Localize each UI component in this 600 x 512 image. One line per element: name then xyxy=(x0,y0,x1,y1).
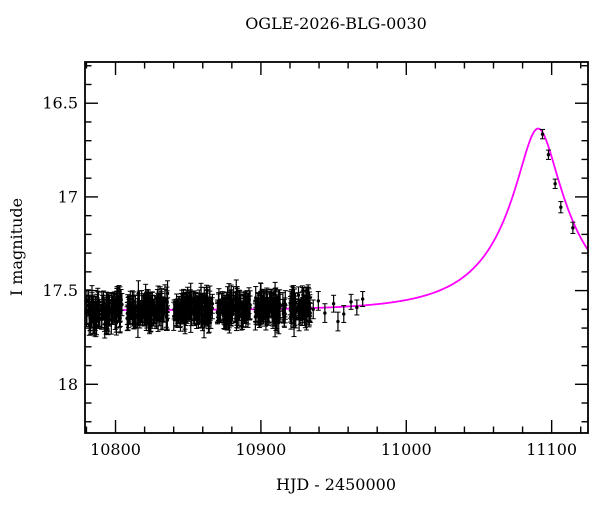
x-tick-label: 10800 xyxy=(90,440,141,459)
data-point xyxy=(253,300,259,323)
axis-ticks xyxy=(85,62,588,433)
data-point xyxy=(102,307,108,325)
data-point xyxy=(112,301,118,324)
data-point xyxy=(238,302,244,331)
data-point xyxy=(176,296,182,315)
axis-tick-labels: 10800 10900 11000 11100 16.5 17 17.5 18 xyxy=(42,94,577,459)
data-point xyxy=(86,313,92,336)
y-tick-label: 17.5 xyxy=(42,281,78,300)
data-point xyxy=(570,221,576,234)
data-point xyxy=(281,302,287,328)
data-point xyxy=(300,289,306,319)
data-point xyxy=(217,303,223,324)
x-tick-label: 11100 xyxy=(526,440,577,459)
data-point xyxy=(191,299,197,321)
data-point xyxy=(131,310,137,329)
x-axis-label: HJD - 2450000 xyxy=(276,475,396,494)
data-point xyxy=(93,310,99,328)
plot-frame xyxy=(84,61,589,434)
data-point xyxy=(160,296,166,323)
data-point xyxy=(139,305,145,323)
data-point xyxy=(101,290,107,316)
data-point xyxy=(188,303,194,333)
data-point xyxy=(196,300,202,319)
data-point xyxy=(258,290,264,314)
model-curve xyxy=(85,127,588,311)
data-point xyxy=(136,300,142,325)
data-point xyxy=(335,311,341,332)
data-point xyxy=(199,294,205,319)
y-tick-label: 18 xyxy=(58,375,78,394)
data-point xyxy=(143,301,149,323)
data-point xyxy=(242,292,248,318)
data-point xyxy=(331,294,337,313)
data-point xyxy=(228,298,234,321)
data-point xyxy=(157,299,163,327)
data-point xyxy=(360,291,366,308)
x-tick-label: 11000 xyxy=(381,440,432,459)
data-point xyxy=(174,298,180,319)
data-point xyxy=(272,296,278,326)
data-point xyxy=(289,289,295,317)
data-point xyxy=(200,313,206,332)
data-point xyxy=(127,299,133,321)
data-point xyxy=(181,288,187,311)
y-tick-label: 16.5 xyxy=(42,94,78,113)
data-point xyxy=(86,289,92,312)
data-point xyxy=(539,128,545,140)
data-point xyxy=(109,297,115,325)
data-point xyxy=(558,201,564,214)
data-point xyxy=(322,303,328,323)
data-point xyxy=(220,298,226,320)
data-point xyxy=(149,301,155,326)
data-point xyxy=(246,287,252,315)
data-point xyxy=(296,299,302,317)
y-tick-label: 17 xyxy=(58,187,78,206)
data-point xyxy=(341,305,347,323)
data-point xyxy=(288,295,294,319)
data-point xyxy=(115,302,121,323)
data-point xyxy=(233,292,239,320)
plot-title: OGLE-2026-BLG-0030 xyxy=(245,14,427,33)
data-point xyxy=(207,285,213,312)
data-point xyxy=(164,286,170,316)
data-point xyxy=(315,291,321,311)
x-tick-label: 10900 xyxy=(235,440,286,459)
data-point xyxy=(306,302,312,326)
y-axis-label: I magnitude xyxy=(7,198,26,296)
photometry-points xyxy=(85,128,576,339)
data-point xyxy=(545,149,551,160)
data-point xyxy=(354,299,360,316)
data-point xyxy=(184,292,190,321)
data-point xyxy=(153,303,159,330)
data-point xyxy=(293,295,299,321)
data-point xyxy=(552,178,558,189)
data-point xyxy=(310,299,316,320)
data-point xyxy=(182,307,188,330)
data-point xyxy=(275,289,281,316)
data-point xyxy=(267,291,273,317)
data-point xyxy=(348,293,354,310)
data-point xyxy=(96,299,102,329)
